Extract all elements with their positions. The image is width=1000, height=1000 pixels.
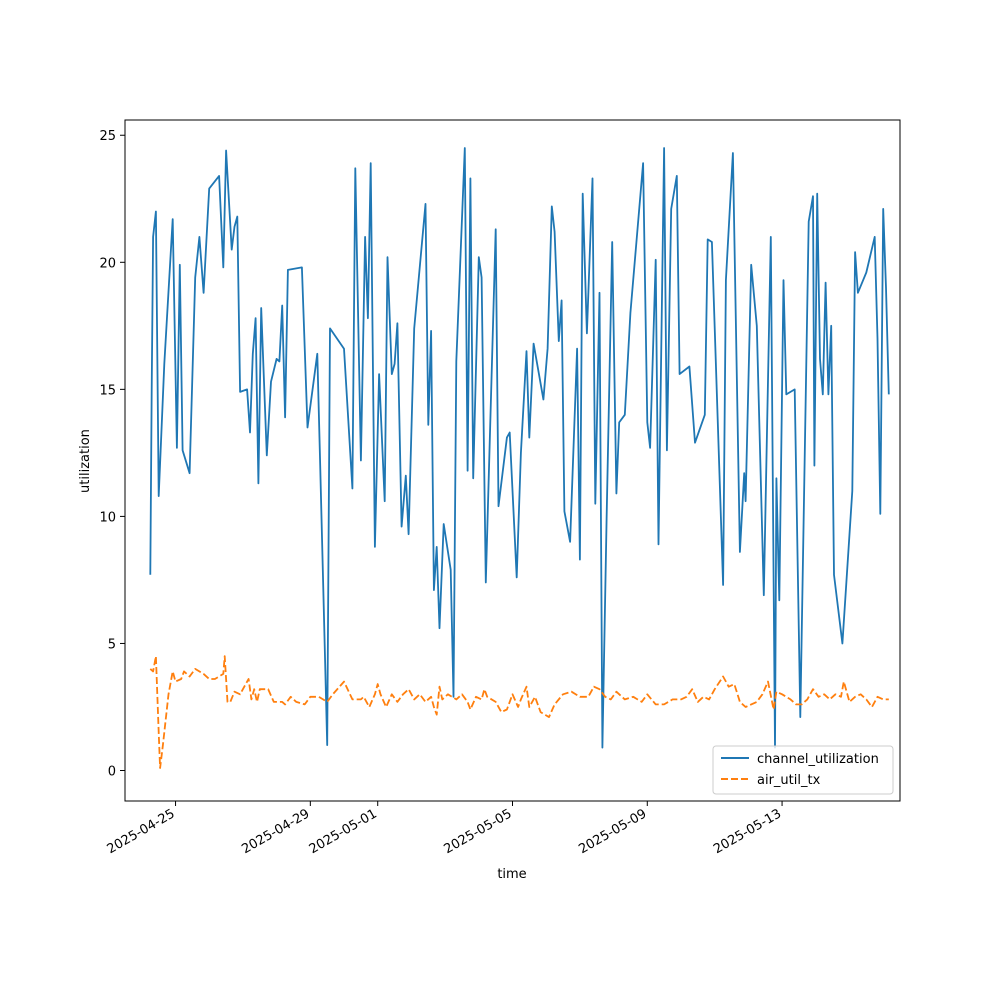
- legend-label-air-util-tx: air_util_tx: [757, 773, 821, 788]
- series-line-air-util-tx: [149, 655, 889, 769]
- legend-label-channel-utilization: channel_utilization: [757, 752, 879, 767]
- legend: channel_utilization air_util_tx: [712, 745, 894, 795]
- y-tick-label: 20: [99, 256, 116, 271]
- x-tick-label: 2025-04-25: [105, 806, 178, 857]
- axes-frame: [124, 119, 901, 802]
- x-axis-title: time: [497, 867, 526, 882]
- y-axis-title: utilization: [78, 429, 93, 493]
- x-tick-label: 2025-05-09: [576, 806, 649, 857]
- y-tick-label: 10: [99, 510, 116, 525]
- series-line-channel-utilization: [149, 147, 890, 749]
- y-tick-label: 0: [108, 765, 116, 780]
- x-tick-label: 2025-04-29: [239, 806, 312, 857]
- x-tick-label: 2025-05-05: [442, 806, 515, 857]
- x-tick-label: 2025-05-01: [307, 806, 380, 857]
- plot-lines: [149, 147, 890, 769]
- y-tick-label: 5: [108, 637, 116, 652]
- x-tick-label: 2025-05-13: [711, 806, 784, 857]
- y-tick-label: 25: [99, 129, 116, 144]
- legend-box: [712, 745, 894, 795]
- y-axis: 0 5 10 15 20 25: [99, 129, 125, 780]
- y-tick-label: 15: [99, 383, 116, 398]
